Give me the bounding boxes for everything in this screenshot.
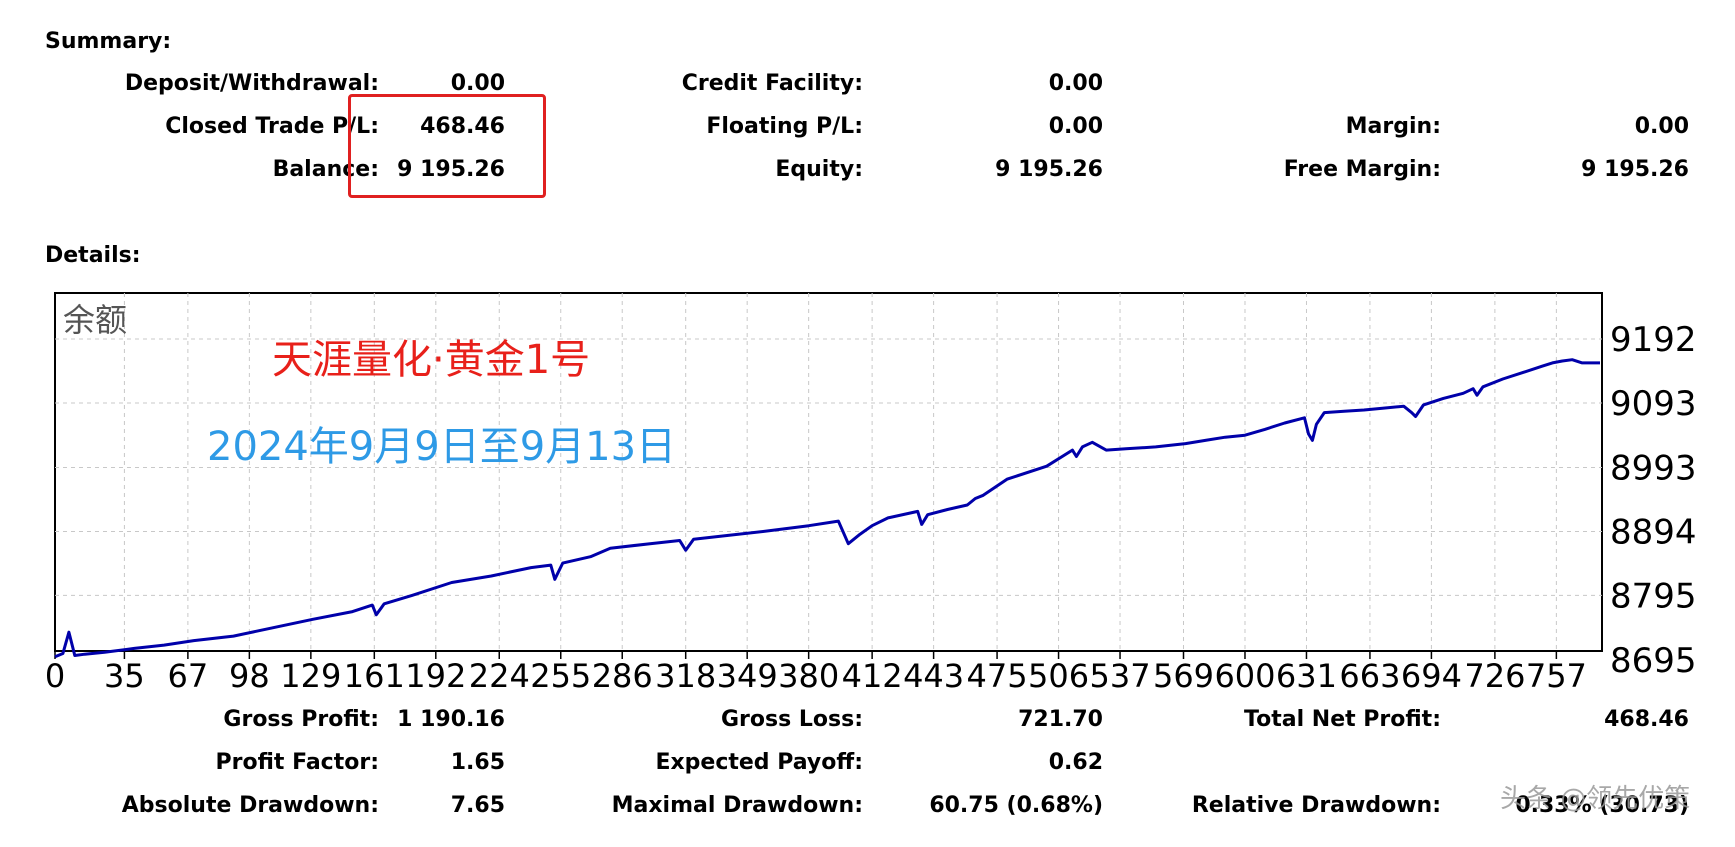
x-tick-label: 224 <box>469 657 530 695</box>
total-net-profit-label: Total Net Profit: <box>1244 707 1441 732</box>
x-tick-label: 286 <box>592 657 653 695</box>
y-tick-label: 8894 <box>1610 512 1697 552</box>
balance-line <box>54 358 1600 659</box>
y-tick-label: 8993 <box>1610 449 1697 489</box>
maximal-drawdown-value: 60.75 (0.68%) <box>929 793 1103 818</box>
deposit-value: 0.00 <box>450 71 505 96</box>
x-tick-label: 757 <box>1526 657 1587 695</box>
highlight-box <box>348 94 546 198</box>
watermark: 头条 @领先优策 <box>1500 784 1691 814</box>
closed-pl-value: 468.46 <box>420 114 505 139</box>
balance-value: 9 195.26 <box>397 157 505 182</box>
chart-label: 余额 <box>63 301 127 339</box>
summary-title: Summary: <box>45 29 172 54</box>
x-tick-label: 412 <box>842 657 903 695</box>
equity-label: Equity: <box>775 157 863 182</box>
x-tick-label: 255 <box>530 657 591 695</box>
relative-drawdown-label: Relative Drawdown: <box>1191 793 1441 818</box>
x-tick-label: 318 <box>655 657 716 695</box>
credit-value: 0.00 <box>1048 71 1103 96</box>
x-tick-label: 569 <box>1153 657 1214 695</box>
x-tick-label: 67 <box>168 657 209 695</box>
maximal-drawdown-label: Maximal Drawdown: <box>611 793 863 818</box>
y-tick-label: 8795 <box>1610 576 1697 616</box>
gross-profit-value: 1 190.16 <box>397 707 505 732</box>
x-tick-label: 631 <box>1276 657 1337 695</box>
x-tick-label: 0 <box>45 657 65 695</box>
x-tick-label: 506 <box>1028 657 1089 695</box>
plot-frame <box>54 292 1603 652</box>
x-tick-label: 694 <box>1401 657 1462 695</box>
equity-value: 9 195.26 <box>995 157 1103 182</box>
absolute-drawdown-value: 7.65 <box>450 793 505 818</box>
free-margin-label: Free Margin: <box>1283 157 1441 182</box>
credit-label: Credit Facility: <box>681 71 863 96</box>
deposit-label: Deposit/Withdrawal: <box>124 71 379 96</box>
balance-chart: 9192 9093 8993 8894 8795 8695 0 35 67 98 129 161 192… <box>45 292 1697 695</box>
x-tick-label: 192 <box>405 657 466 695</box>
floating-pl-value: 0.00 <box>1048 114 1103 139</box>
x-tick-label: 537 <box>1089 657 1150 695</box>
x-tick-label: 98 <box>229 657 270 695</box>
x-tick-label: 726 <box>1464 657 1525 695</box>
x-tick-label: 600 <box>1214 657 1275 695</box>
closed-pl-label: Closed Trade P/L: <box>165 114 379 139</box>
date-range-annotation: 2024年9月9日至9月13日 <box>207 424 676 470</box>
free-margin-value: 9 195.26 <box>1581 157 1689 182</box>
balance-label: Balance: <box>272 157 379 182</box>
expected-payoff-label: Expected Payoff: <box>655 750 863 775</box>
gross-profit-label: Gross Profit: <box>223 707 379 732</box>
profit-factor-value: 1.65 <box>450 750 505 775</box>
x-tick-label: 475 <box>967 657 1028 695</box>
margin-label: Margin: <box>1345 114 1441 139</box>
strategy-name-annotation: 天涯量化·黄金1号 <box>272 337 590 383</box>
details-title: Details: <box>45 243 141 268</box>
x-tick-label: 380 <box>778 657 839 695</box>
gross-loss-label: Gross Loss: <box>721 707 863 732</box>
x-tick-label: 349 <box>717 657 778 695</box>
floating-pl-label: Floating P/L: <box>706 114 863 139</box>
absolute-drawdown-label: Absolute Drawdown: <box>121 793 379 818</box>
y-tick-label: 8695 <box>1610 641 1697 681</box>
gross-loss-value: 721.70 <box>1018 707 1103 732</box>
x-tick-label: 161 <box>344 657 405 695</box>
x-tick-label: 129 <box>280 657 341 695</box>
total-net-profit-value: 468.46 <box>1604 707 1689 732</box>
margin-value: 0.00 <box>1634 114 1689 139</box>
x-tick-label: 663 <box>1339 657 1400 695</box>
y-tick-label: 9093 <box>1610 384 1697 424</box>
y-tick-label: 9192 <box>1610 320 1697 360</box>
x-tick-label: 443 <box>903 657 964 695</box>
expected-payoff-value: 0.62 <box>1048 750 1103 775</box>
relative-drawdown-value: 0.33% (30.73) <box>1515 793 1689 818</box>
x-tick-label: 35 <box>104 657 145 695</box>
profit-factor-label: Profit Factor: <box>215 750 379 775</box>
